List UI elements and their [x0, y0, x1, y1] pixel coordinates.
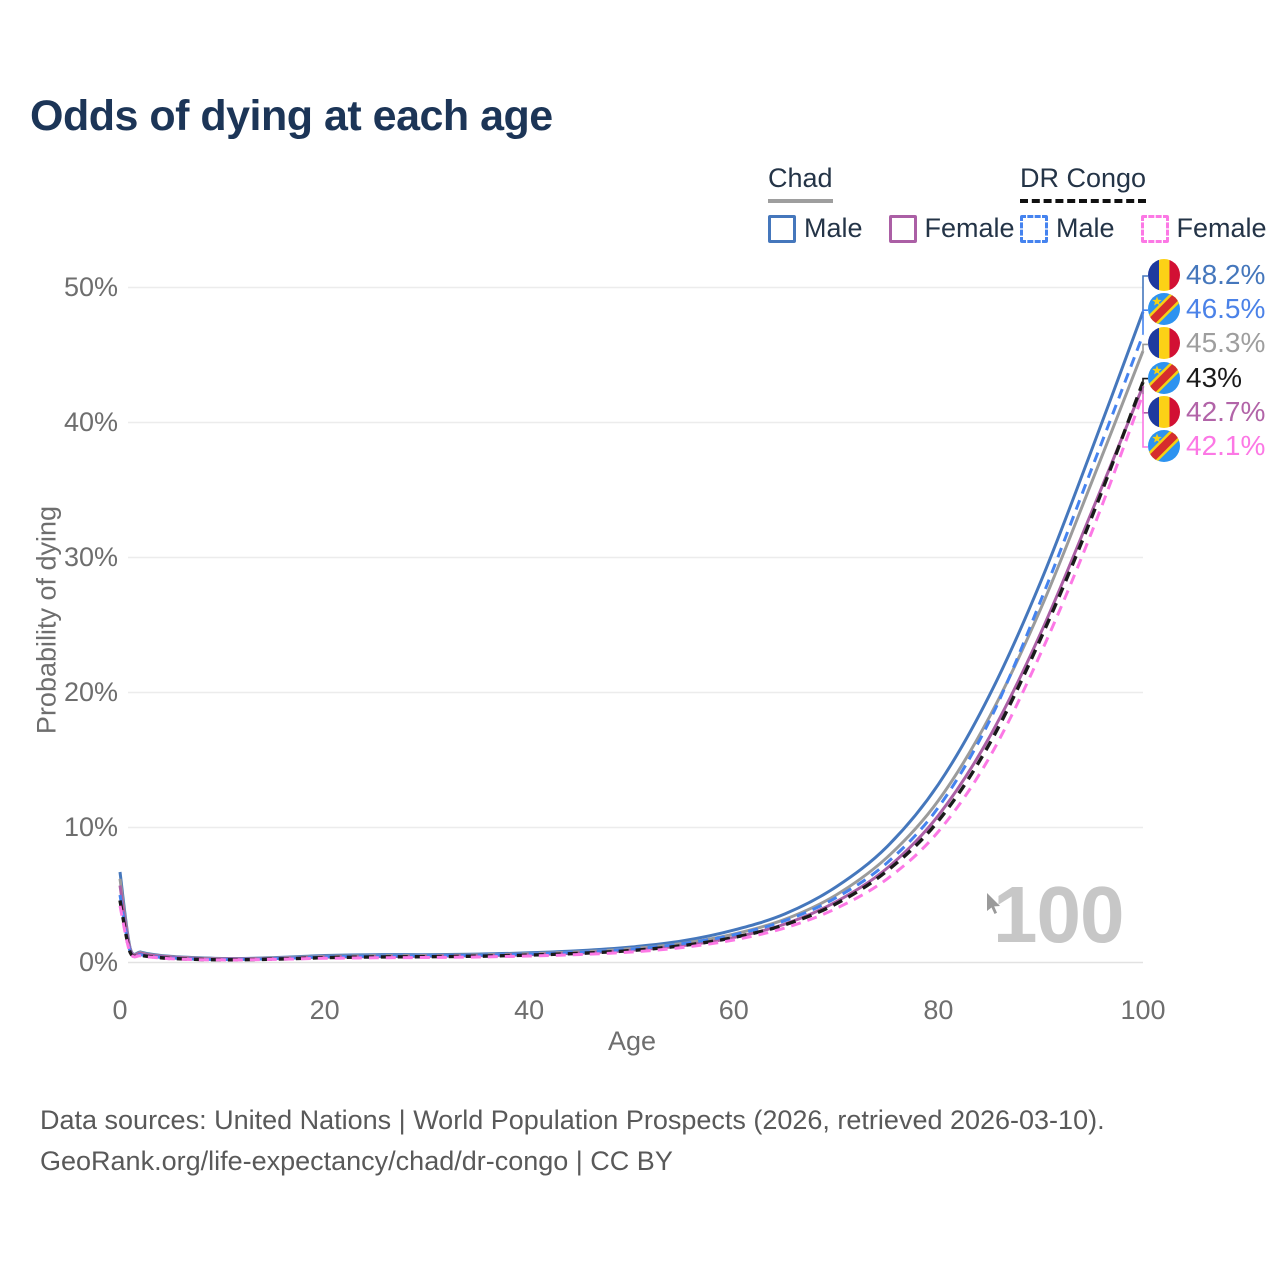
legend-swatch-icon — [1020, 214, 1048, 243]
y-tick-label-40: 40% — [63, 406, 118, 437]
end-label-connector-drc-total — [1142, 377, 1148, 382]
legend-item-dr-congo-female[interactable]: Female — [1140, 213, 1267, 244]
end-label-drc-female: 42.1% — [1148, 430, 1265, 462]
legend-item-dr-congo-male[interactable]: Male — [1020, 213, 1115, 244]
legend-item-chad-female[interactable]: Female — [888, 213, 1015, 244]
x-tick-label-100: 100 — [1120, 995, 1166, 1025]
chad-flag-icon — [1148, 259, 1180, 291]
end-label-connector-drc-male — [1142, 309, 1148, 335]
x-tick-label-40: 40 — [514, 995, 545, 1025]
legend-swatch-icon — [768, 214, 796, 243]
end-label-value: 48.2% — [1186, 259, 1266, 290]
end-label-value: 45.3% — [1186, 327, 1266, 359]
end-label-drc-total: 43% — [1148, 361, 1243, 394]
x-tick-label-20: 20 — [309, 995, 340, 1025]
end-label-value: 43% — [1186, 361, 1243, 393]
data-source-line: Data sources: United Nations | World Pop… — [40, 1105, 1105, 1135]
x-axis-title: Age — [607, 1026, 657, 1056]
legend-item-label: Female — [1176, 213, 1267, 243]
mouse-cursor-icon — [987, 893, 1000, 914]
legend-group-chad: Chad Male Female — [768, 163, 1015, 244]
legend-group-dr-congo: DR Congo Male Female — [1020, 163, 1267, 244]
y-tick-label-0: 0% — [78, 946, 118, 977]
end-label-chad-total: 45.3% — [1148, 327, 1265, 359]
legend-swatch-icon — [1140, 214, 1169, 243]
page-title: Odds of dying at each age — [30, 92, 553, 140]
series-line-chad-total[interactable] — [118, 350, 1145, 961]
x-tick-label-0: 0 — [112, 995, 128, 1025]
end-label-value: 42.7% — [1186, 395, 1266, 427]
attribution-line: GeoRank.org/life-expectancy/chad/dr-cong… — [40, 1146, 673, 1176]
chad-flag-icon — [1148, 396, 1180, 428]
legend-swatch-icon — [888, 214, 917, 243]
legend-group-label: Chad — [768, 163, 833, 203]
end-label-drc-male: 46.5% — [1148, 293, 1265, 325]
series-line-drc-male[interactable] — [118, 334, 1145, 962]
series-line-drc-total[interactable] — [118, 381, 1145, 962]
y-tick-label-30: 30% — [63, 541, 118, 572]
end-label-connector-chad-total — [1142, 343, 1148, 351]
x-tick-label-60: 60 — [718, 995, 749, 1025]
x-tick-label-80: 80 — [923, 995, 954, 1025]
dr-congo-flag-icon — [1148, 430, 1180, 462]
hovered-age-watermark: 100 — [993, 870, 1124, 959]
legend-item-label: Male — [1056, 213, 1115, 243]
end-label-chad-female: 42.7% — [1148, 395, 1266, 428]
y-tick-label-50: 50% — [63, 271, 118, 302]
series-line-drc-female[interactable] — [118, 393, 1145, 962]
y-axis-title: Probability of dying — [31, 505, 62, 735]
end-label-connector-drc-female — [1142, 394, 1148, 448]
legend-item-label: Male — [804, 213, 863, 243]
end-label-value: 46.5% — [1186, 293, 1266, 325]
y-tick-label-10: 10% — [63, 811, 118, 842]
dr-congo-flag-icon — [1148, 362, 1180, 394]
legend-item-chad-male[interactable]: Male — [768, 213, 863, 244]
chad-flag-icon — [1148, 327, 1180, 359]
dr-congo-flag-icon — [1148, 293, 1180, 325]
y-tick-label-20: 20% — [63, 676, 118, 707]
end-label-value: 42.1% — [1186, 430, 1266, 461]
series-line-chad-female[interactable] — [118, 385, 1145, 961]
end-label-chad-male: 48.2% — [1148, 259, 1265, 291]
end-label-connector-chad-male — [1142, 275, 1148, 312]
legend-group-label: DR Congo — [1020, 163, 1147, 203]
legend-item-label: Female — [924, 213, 1015, 243]
series-line-chad-male[interactable] — [118, 311, 1145, 961]
